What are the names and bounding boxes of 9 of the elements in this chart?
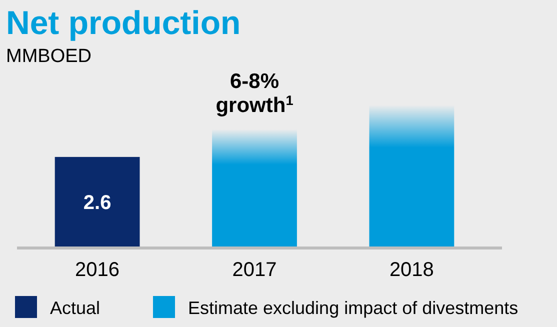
data-label: 2.6 (83, 192, 112, 214)
annotation: 6-8% growth$^{1}$ (216, 70, 294, 117)
chart-subtitle: MMBOED (6, 46, 92, 67)
legend-label: Actual (50, 298, 100, 318)
x-tick-label: 2017 (232, 259, 277, 281)
x-tick-label: 2016 (75, 259, 120, 281)
x-tick-label: 2018 (389, 259, 434, 281)
legend-label: Estimate excluding impact of divestments (188, 298, 518, 318)
chart-title: Net production (6, 4, 241, 41)
